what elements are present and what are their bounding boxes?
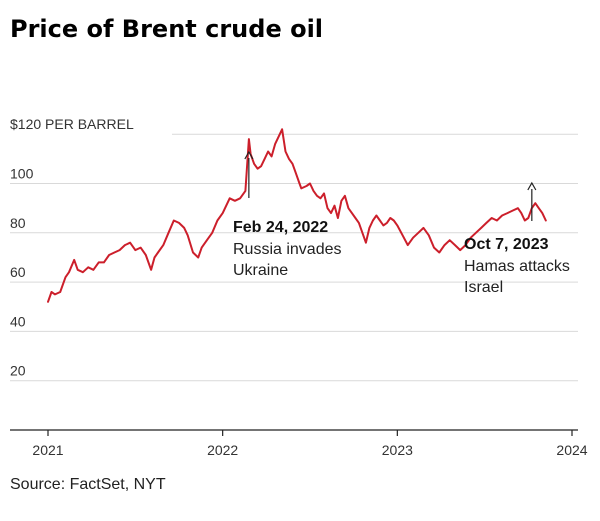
- annotation-arrowhead: [244, 150, 254, 160]
- annotation-text: Hamas attacks: [464, 258, 570, 275]
- x-tick-label: 2023: [382, 442, 413, 458]
- y-tick-label: 60: [10, 264, 26, 280]
- source-note: Source: FactSet, NYT: [10, 476, 166, 493]
- annotation-text: Ukraine: [233, 262, 288, 279]
- y-tick-label: 100: [10, 166, 34, 182]
- y-tick-label: 40: [10, 313, 26, 329]
- annotation-text: Russia invades: [233, 241, 342, 258]
- chart-title: Price of Brent crude oil: [10, 15, 323, 43]
- x-tick-label: 2021: [32, 442, 63, 458]
- annotation-date: Feb 24, 2022: [233, 219, 328, 236]
- y-axis-top-label: $120 PER BARREL: [10, 116, 134, 132]
- x-tick-label: 2024: [556, 442, 587, 458]
- annotation-arrowhead: [527, 181, 537, 191]
- y-tick-label: 80: [10, 215, 26, 231]
- x-tick-label: 2022: [207, 442, 238, 458]
- y-tick-label: 20: [10, 363, 26, 379]
- annotation-1: Oct 7, 2023 Hamas attacks Israel: [464, 181, 570, 296]
- annotation-0: Feb 24, 2022 Russia invades Ukraine: [233, 150, 342, 279]
- gridlines: 20 40 60 80 100 $120 PER BARREL: [10, 116, 578, 382]
- annotation-text: Israel: [464, 279, 503, 296]
- x-axis: 2021 2022 2023 2024: [10, 429, 588, 458]
- annotation-date: Oct 7, 2023: [464, 236, 549, 253]
- annotations: Feb 24, 2022 Russia invades Ukraine Oct 7, …: [233, 150, 570, 296]
- series-line-0: [47, 128, 547, 303]
- series-layer: [47, 128, 547, 303]
